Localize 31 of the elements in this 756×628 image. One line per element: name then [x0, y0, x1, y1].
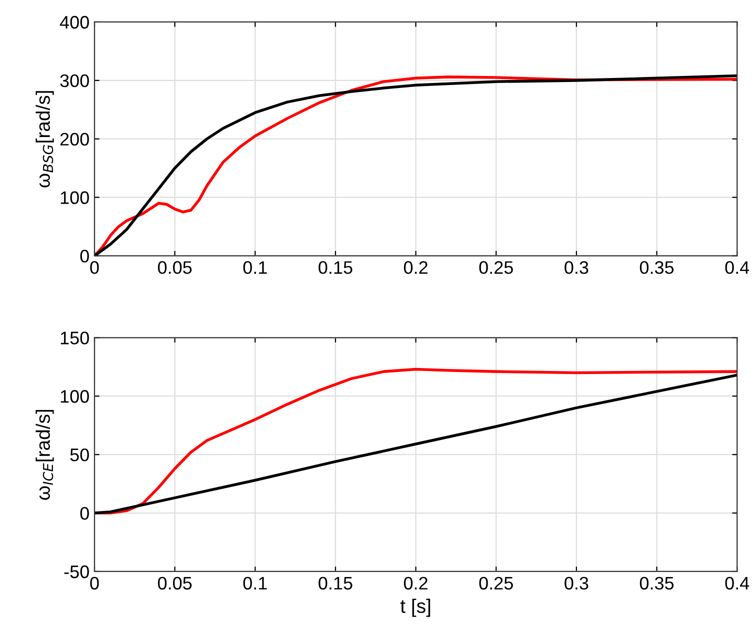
y-axis-title: ω$_{BSG}$[rad/s] — [36, 91, 54, 188]
x-tick-label: 0.3 — [564, 261, 588, 274]
x-tick-label: 0.35 — [640, 261, 674, 274]
x-tick-label: 0 — [90, 576, 99, 590]
x-tick-label: 0.15 — [318, 261, 352, 274]
x-tick-label: 0.25 — [479, 261, 513, 274]
x-tick-label: 0.1 — [243, 261, 267, 274]
y-tick-label: 0 — [80, 506, 89, 520]
y-tick-label: 0 — [80, 250, 89, 263]
x-tick-label: 0.15 — [318, 576, 352, 590]
x-tick-label: 0.4 — [725, 576, 750, 590]
x-tick-label: 0.2 — [404, 261, 428, 274]
y-tick-label: 50 — [70, 448, 89, 462]
x-tick-label: 0.3 — [564, 576, 588, 590]
x-tick-label: 0.25 — [479, 576, 513, 590]
x-tick-label: 0.35 — [640, 576, 674, 590]
y-tick-label: 200 — [60, 132, 89, 146]
x-tick-label: 0 — [90, 261, 99, 274]
x-tick-label: 0.05 — [158, 576, 192, 590]
x-tick-label: 0.1 — [243, 576, 267, 590]
x-tick-label: 0.4 — [725, 261, 750, 274]
y-axis-title: ω$_{ICE}$[rad/s] — [36, 410, 54, 500]
y-tick-label: 150 — [60, 332, 89, 344]
y-tick-label: 100 — [60, 191, 89, 204]
y-tick-label: 300 — [60, 74, 89, 88]
y-tick-label: -50 — [64, 565, 89, 578]
y-tick-label: 400 — [60, 16, 89, 29]
x-axis-title: t [s] — [400, 598, 430, 617]
x-tick-label: 0.05 — [158, 261, 192, 274]
y-tick-label: 100 — [60, 390, 89, 403]
x-tick-label: 0.2 — [404, 576, 428, 590]
